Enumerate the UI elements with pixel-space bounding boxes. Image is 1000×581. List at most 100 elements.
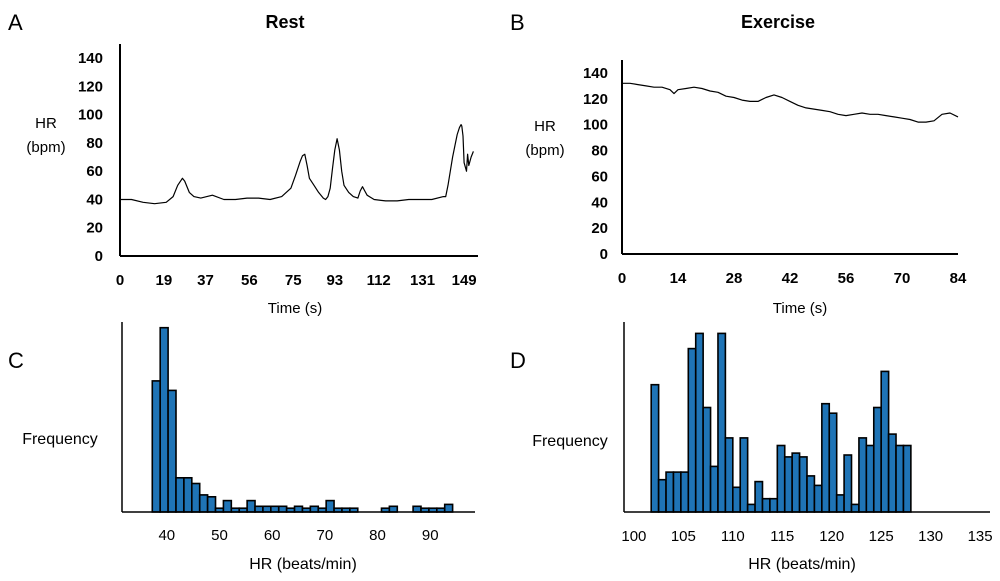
panel-a-y-axis-unit: (bpm) <box>26 139 65 156</box>
panel-c-histogram-bar <box>191 482 201 513</box>
panel-letter-b: B <box>510 10 525 35</box>
panel-d-histogram-bar <box>724 437 734 513</box>
panel-b-xtick-label: 14 <box>670 270 687 287</box>
panel-d-histogram-bar <box>709 465 719 513</box>
panel-b-ytick-label: 120 <box>583 91 608 108</box>
panel-a-ytick-label: 0 <box>95 248 103 265</box>
panel-a-xtick-label: 112 <box>367 272 391 289</box>
panel-c-histogram-bar <box>309 505 320 513</box>
panel-a-hr-series-line <box>120 124 474 205</box>
panel-c-histogram-bar <box>175 476 185 513</box>
panel-c-histogram-bar <box>198 494 209 513</box>
panel-c-histogram-bar <box>412 505 422 513</box>
panel-letter-c: C <box>8 348 24 373</box>
panel-a-ytick-label: 40 <box>86 191 103 208</box>
rest-hr-line-chart: 0 20 40 60 80 100 120 140 0 19 37 56 75 93 112 131 149 Ti… <box>26 44 478 317</box>
panel-a-xtick-label: 19 <box>156 272 173 289</box>
panel-a-x-axis-label: Time (s) <box>268 300 322 317</box>
panel-b-xtick-label: 42 <box>782 270 799 287</box>
panel-d-xtick-label: 130 <box>918 528 943 545</box>
panel-b-ytick-label: 20 <box>591 220 608 237</box>
panel-d-histogram-bar <box>791 452 801 513</box>
panel-d-histogram-bar <box>821 402 831 513</box>
panel-d-histogram-bar <box>769 497 779 513</box>
panel-a-xtick-label: 75 <box>285 272 302 289</box>
panel-c-histogram-bar <box>183 476 193 513</box>
panel-b-xtick-label: 28 <box>726 270 743 287</box>
panel-a-ytick-label: 140 <box>78 50 103 67</box>
panel-b-title: Exercise <box>741 12 815 32</box>
panel-d-histogram-bar <box>657 478 667 513</box>
panel-d-histogram-bar <box>798 456 808 513</box>
panel-d-histogram-bar <box>665 471 675 513</box>
panel-d-histogram-bar <box>761 497 771 513</box>
panel-a-xtick-label: 0 <box>116 272 124 289</box>
panel-letter-d: D <box>510 348 526 373</box>
panel-c-histogram-bar <box>206 495 217 513</box>
panel-d-histogram-bar <box>672 471 682 513</box>
panel-d-y-axis-label: Frequency <box>532 433 608 450</box>
panel-d-xtick-label: 105 <box>671 528 696 545</box>
panel-b-ytick-label: 100 <box>583 117 608 134</box>
panel-c-xtick-label: 40 <box>158 527 175 544</box>
panel-d-histogram-bar <box>895 444 905 513</box>
panel-a-xtick-label: 37 <box>197 272 214 289</box>
panel-c-histogram-bar <box>254 505 264 513</box>
panel-c-xtick-label: 80 <box>369 527 386 544</box>
panel-c-histogram-bar <box>246 499 256 513</box>
exercise-hr-line-chart: 0 20 40 60 80 100 120 140 0 14 28 42 56 70 84 Time (s) H… <box>525 60 967 317</box>
panel-b-ytick-label: 80 <box>591 143 608 160</box>
panel-c-histogram-bar <box>167 389 177 513</box>
panel-d-histogram-bar <box>754 480 764 513</box>
panel-d-histogram-bar <box>694 332 704 513</box>
panel-c-histogram-bar <box>151 380 161 513</box>
panel-c-xtick-label: 60 <box>264 527 281 544</box>
panel-d-histogram-bar <box>828 412 838 513</box>
panel-b-ytick-label: 40 <box>591 194 608 211</box>
panel-a-ytick-label: 80 <box>86 135 103 152</box>
panel-d-xtick-label: 100 <box>621 528 646 545</box>
panel-d-histogram-bar <box>717 332 727 513</box>
panel-c-xtick-label: 90 <box>422 527 439 544</box>
panel-d-histogram-bar <box>880 370 890 513</box>
panel-a-y-axis-label: HR <box>35 115 57 132</box>
panel-d-histogram-bar <box>902 444 912 513</box>
panel-d-xtick-label: 135 <box>968 528 993 545</box>
panel-d-histogram-bar <box>650 383 660 513</box>
panel-d-histogram-bar <box>887 433 897 513</box>
panel-c-histogram-bar <box>262 505 272 513</box>
panel-d-histogram-bar <box>680 471 690 513</box>
panel-a-ytick-label: 120 <box>78 78 103 95</box>
panel-d-histogram-bar <box>739 437 749 513</box>
panel-a-xtick-label: 131 <box>410 272 435 289</box>
panel-d-histogram-bar <box>783 456 793 513</box>
panel-d-histogram-bar <box>746 503 756 513</box>
panel-d-histogram-bar <box>813 484 823 513</box>
panel-d-histogram-bar <box>850 503 860 513</box>
panel-d-histogram-bar <box>806 475 816 513</box>
panel-b-ytick-label: 60 <box>591 168 608 185</box>
panel-a-xtick-label: 56 <box>241 272 258 289</box>
panel-b-xtick-label: 70 <box>894 270 911 287</box>
panel-c-histogram-bar <box>270 505 280 513</box>
panel-c-y-axis-label: Frequency <box>22 431 98 448</box>
panel-c-histogram-bar <box>222 499 233 513</box>
panel-d-histogram-bar <box>872 406 882 513</box>
panel-c-xtick-label: 70 <box>316 527 333 544</box>
panel-c-histogram-bar <box>293 505 304 513</box>
panel-c-histogram-bar <box>159 326 169 513</box>
panel-d-xtick-label: 115 <box>770 528 794 545</box>
panel-b-y-axis-label: HR <box>534 118 556 135</box>
panel-b-hr-series-line <box>622 82 959 123</box>
panel-a-xtick-label: 149 <box>452 272 477 289</box>
panel-b-ytick-label: 140 <box>583 65 608 82</box>
panel-d-histogram-bar <box>858 437 868 513</box>
panel-a-xtick-label: 93 <box>326 272 343 289</box>
panel-b-xtick-label: 84 <box>950 270 967 287</box>
panel-b-y-axis-unit: (bpm) <box>525 142 564 159</box>
panel-d-histogram-bar <box>843 454 853 513</box>
panel-c-histogram-bar <box>443 503 454 513</box>
panel-b-xtick-label: 0 <box>618 270 626 287</box>
panel-b-xtick-label: 56 <box>838 270 855 287</box>
